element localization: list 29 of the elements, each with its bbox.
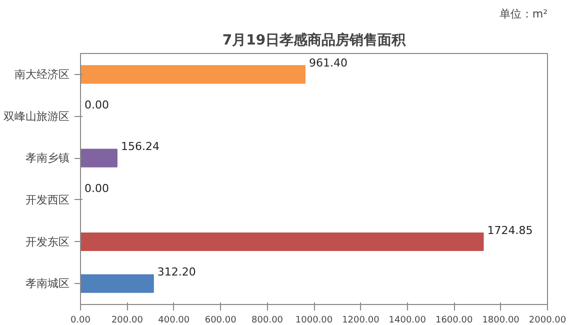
y-tick-label: 孝南城区 (26, 277, 70, 290)
x-tick-label: 1400.00 (388, 316, 426, 325)
bar (80, 274, 154, 293)
bar (80, 148, 118, 168)
x-tick-label: 1200.00 (342, 316, 380, 325)
chart-title: 7月19日孝感商品房销售面积 (222, 32, 407, 48)
x-tick-label: 1800.00 (482, 316, 520, 325)
x-tick-label: 1000.00 (295, 316, 333, 325)
bar (80, 232, 484, 252)
data-label: 0.00 (84, 98, 109, 112)
x-tick-label: 2000.00 (528, 316, 566, 325)
x-tick-label: 0.00 (70, 316, 91, 325)
x-tick-label: 400.00 (158, 316, 190, 325)
data-label: 1724.85 (487, 224, 533, 237)
x-tick-label: 800.00 (252, 316, 284, 325)
data-label: 0.00 (84, 182, 109, 195)
x-tick-label: 200.00 (111, 316, 144, 325)
y-tick-label: 孝南乡镇 (26, 152, 70, 165)
text: 单位：m² (499, 8, 548, 20)
y-tick-label: 南大经济区 (14, 68, 70, 81)
y-tick-label: 双峰山旅游区 (4, 110, 70, 123)
data-label: 156.24 (120, 140, 160, 154)
x-tick-label: 1600.00 (435, 316, 473, 325)
bar (80, 65, 306, 84)
x-tick-label: 600.00 (204, 316, 237, 325)
data-label: 961.40 (308, 56, 348, 70)
y-tick-label: 开发东区 (26, 235, 70, 248)
data-label: 312.20 (157, 266, 196, 279)
y-tick-label: 开发西区 (26, 193, 70, 206)
